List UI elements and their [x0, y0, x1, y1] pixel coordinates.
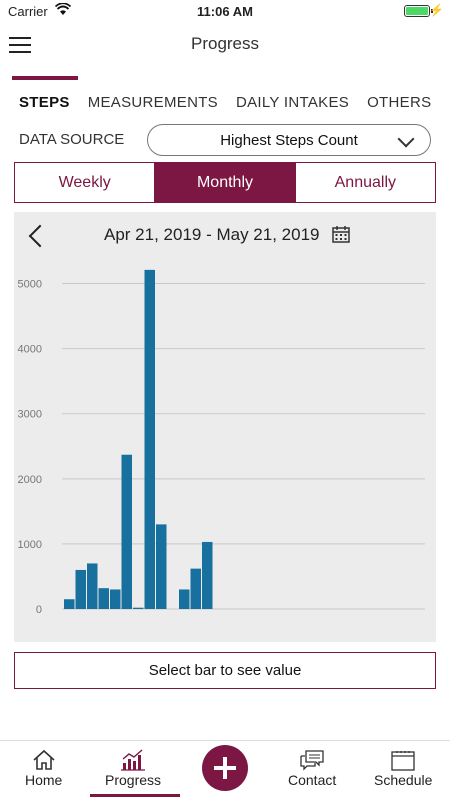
- add-button[interactable]: [202, 745, 248, 791]
- charging-icon: ⚡: [429, 3, 444, 17]
- y-tick-label: 2000: [18, 474, 42, 486]
- wifi-icon: [55, 3, 71, 15]
- nav-active-indicator: [90, 794, 180, 797]
- chart-bar[interactable]: [144, 269, 156, 609]
- steps-bar-chart: 0 1000 2000 3000 4000 5000: [18, 269, 425, 616]
- chart-bar[interactable]: [190, 568, 202, 609]
- y-tick-label: 0: [36, 604, 42, 616]
- chart-bar[interactable]: [121, 454, 133, 609]
- bottom-nav: Home Progress Contact Schedule: [0, 740, 450, 800]
- segment-monthly[interactable]: Monthly: [155, 163, 296, 202]
- y-tick-label: 3000: [18, 409, 42, 421]
- tab-steps[interactable]: STEPS: [19, 94, 70, 111]
- carrier-label: Carrier: [8, 4, 48, 19]
- nav-schedule[interactable]: Schedule: [374, 749, 432, 788]
- y-tick-label: 5000: [18, 279, 42, 291]
- segment-weekly[interactable]: Weekly: [15, 163, 156, 202]
- chart-bar[interactable]: [64, 599, 75, 609]
- selected-bar-value-box: Select bar to see value: [14, 652, 436, 689]
- status-bar: Carrier 11:06 AM ⚡: [0, 0, 450, 22]
- chart-bar[interactable]: [156, 524, 167, 609]
- category-tabs: STEPS MEASUREMENTS DAILY INTAKES OTHERS: [19, 94, 440, 111]
- battery-icon: [404, 5, 433, 17]
- chevron-down-icon: [397, 130, 415, 148]
- date-range-label: Apr 21, 2019 - May 21, 2019: [104, 225, 320, 244]
- chart-bar[interactable]: [133, 607, 144, 609]
- chart-bar[interactable]: [98, 588, 110, 609]
- hamburger-icon[interactable]: [9, 37, 31, 53]
- chart-bar[interactable]: [75, 569, 87, 609]
- home-icon: [33, 749, 55, 770]
- y-tick-label: 1000: [18, 539, 42, 551]
- data-source-dropdown[interactable]: Highest Steps Count: [147, 124, 431, 156]
- nav-progress[interactable]: Progress: [105, 749, 161, 788]
- chart-bar[interactable]: [179, 589, 190, 609]
- calendar-icon[interactable]: [332, 225, 350, 243]
- header: Progress: [0, 22, 450, 66]
- calendar-icon: [391, 751, 415, 771]
- page-title: Progress: [190, 34, 260, 53]
- data-source-label: DATA SOURCE: [19, 131, 125, 148]
- chart-bar[interactable]: [110, 589, 121, 609]
- chart-panel: 0 1000 2000 3000 4000 5000 Apr 21, 2019 - May…: [14, 212, 436, 642]
- nav-progress-label: Progress: [105, 772, 162, 788]
- y-tick-label: 4000: [18, 344, 42, 356]
- period-segmented-control: Weekly Monthly Annually: [14, 162, 436, 203]
- data-source-value: Highest Steps Count: [220, 132, 358, 149]
- segment-annually[interactable]: Annually: [334, 174, 396, 191]
- chart-bar[interactable]: [202, 541, 213, 609]
- tab-daily-intakes[interactable]: DAILY INTAKES: [235, 94, 350, 111]
- nav-home[interactable]: Home: [25, 749, 62, 788]
- chart-bar[interactable]: [87, 563, 98, 609]
- nav-contact-label: Contact: [288, 772, 337, 788]
- chat-icon: [300, 750, 324, 771]
- tab-others[interactable]: OTHERS: [367, 94, 432, 111]
- tab-measurements[interactable]: MEASUREMENTS: [87, 94, 218, 111]
- status-time: 11:06 AM: [197, 4, 253, 19]
- progress-chart-icon: [121, 749, 146, 771]
- nav-home-label: Home: [25, 772, 63, 788]
- nav-contact[interactable]: Contact: [288, 749, 336, 788]
- nav-schedule-label: Schedule: [374, 772, 433, 788]
- tab-active-indicator: [12, 76, 78, 80]
